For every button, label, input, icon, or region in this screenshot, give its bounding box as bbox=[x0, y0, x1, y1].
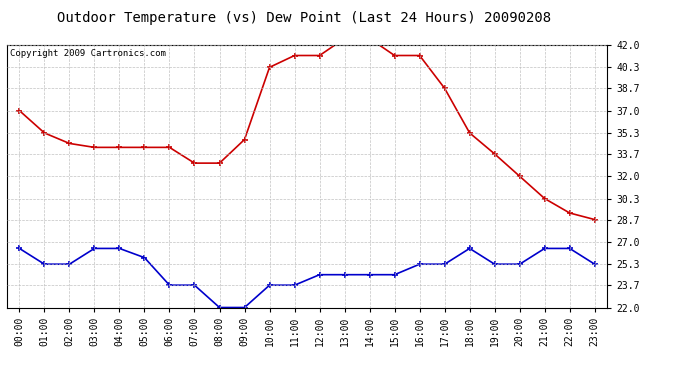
Text: Copyright 2009 Cartronics.com: Copyright 2009 Cartronics.com bbox=[10, 49, 166, 58]
Text: Outdoor Temperature (vs) Dew Point (Last 24 Hours) 20090208: Outdoor Temperature (vs) Dew Point (Last… bbox=[57, 11, 551, 25]
